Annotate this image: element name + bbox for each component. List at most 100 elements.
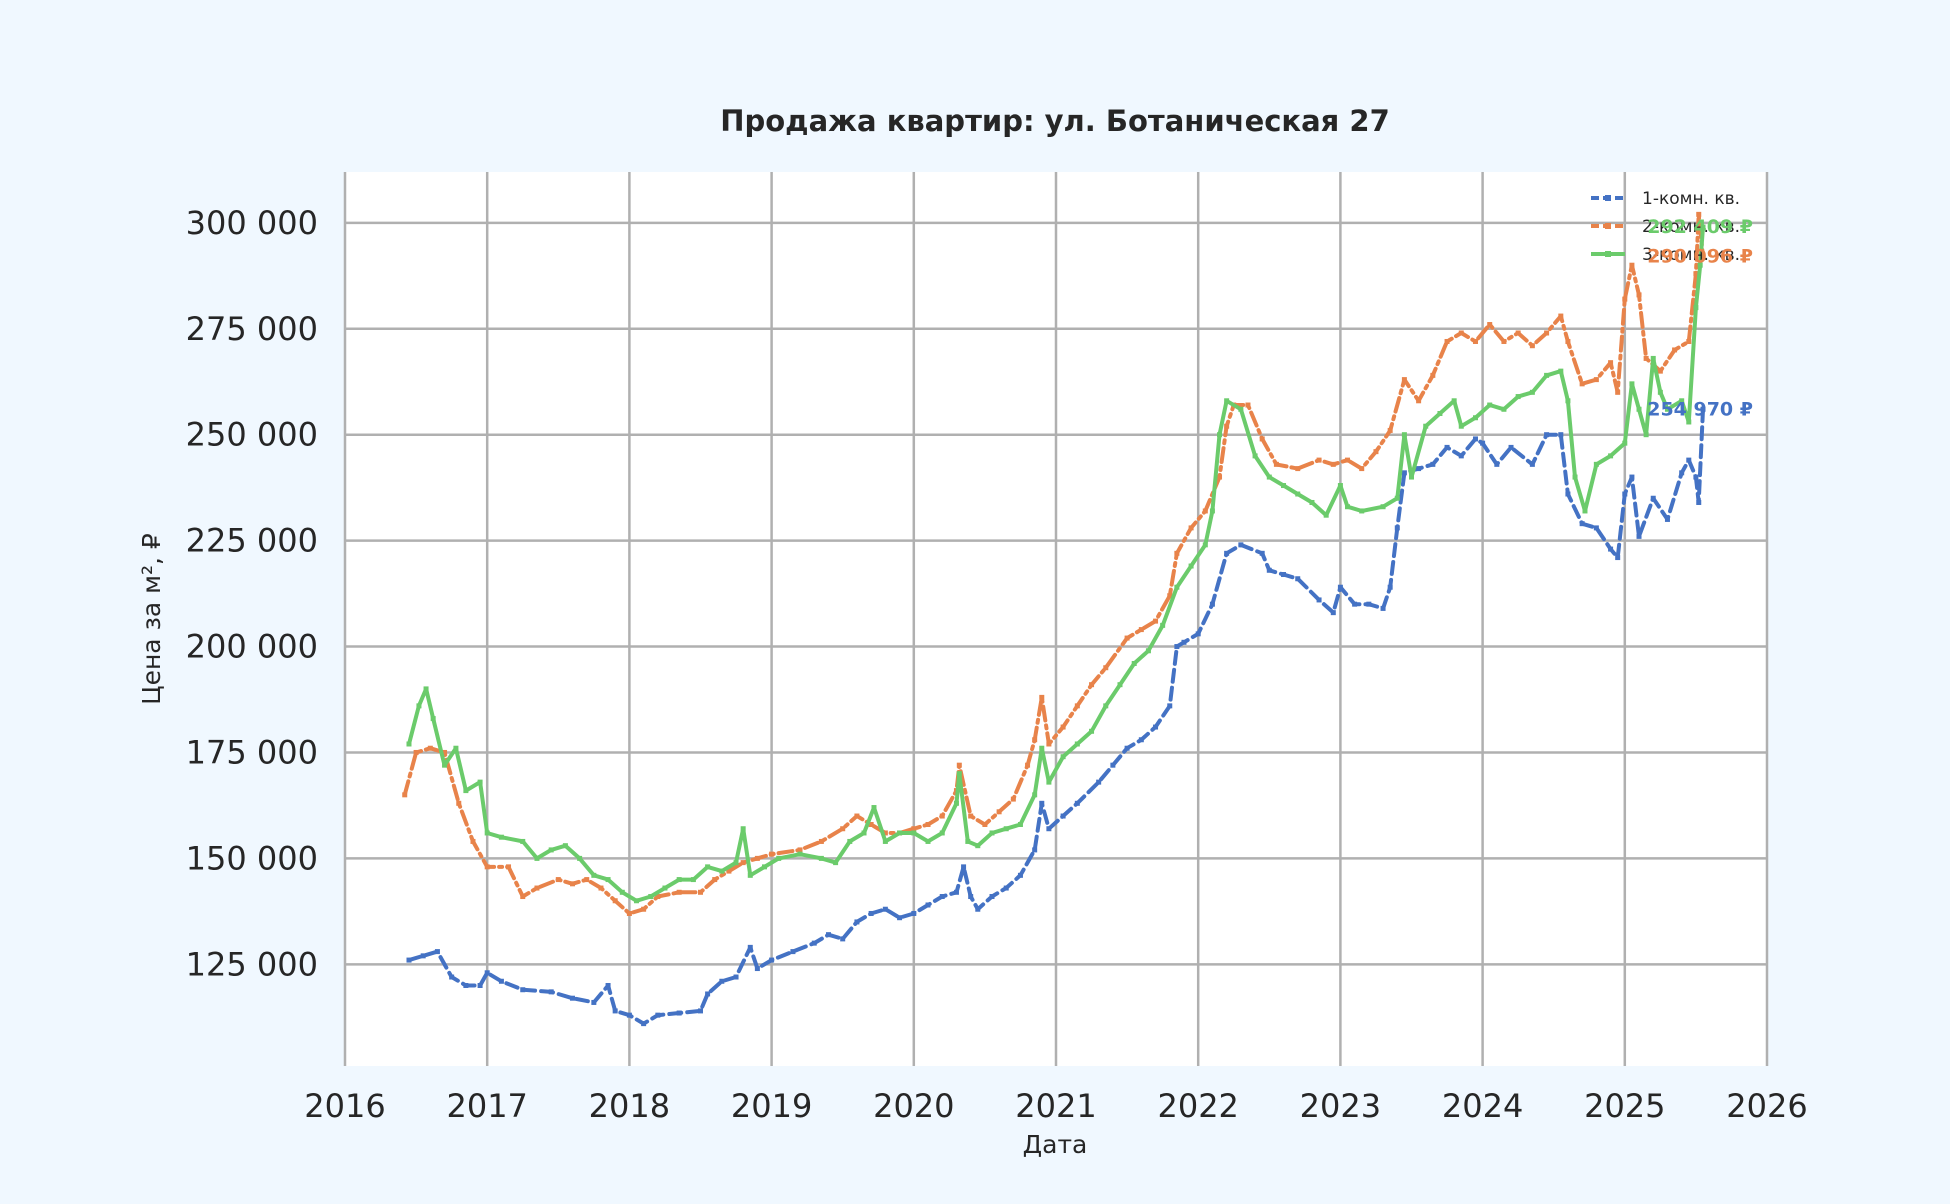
- data-point: [1636, 292, 1642, 298]
- data-point: [925, 821, 931, 827]
- data-point: [968, 894, 974, 900]
- data-point: [416, 703, 422, 709]
- y-tick-label: 275 000: [186, 310, 318, 348]
- data-point: [1430, 372, 1436, 378]
- data-point: [818, 838, 824, 844]
- data-point: [1046, 826, 1052, 832]
- data-point: [1664, 406, 1670, 412]
- data-point: [868, 910, 874, 916]
- data-point: [1366, 601, 1372, 607]
- data-point: [1295, 491, 1301, 497]
- chart-title: Продажа квартир: ул. Ботаническая 27: [720, 104, 1390, 138]
- y-axis-label: Цена за м², ₽: [137, 533, 166, 705]
- data-point: [1039, 800, 1045, 806]
- data-point: [882, 830, 888, 836]
- data-point: [484, 864, 490, 870]
- legend-label: 2-комн. кв.: [1642, 217, 1740, 237]
- data-point: [769, 851, 775, 857]
- data-point: [1472, 338, 1478, 344]
- data-point: [1181, 639, 1187, 645]
- y-tick-labels: 125 000 150 000 175 000 200 000 225 000 250 0…: [186, 204, 318, 983]
- data-point: [1224, 398, 1230, 404]
- data-point: [1202, 542, 1208, 548]
- data-point: [1060, 724, 1066, 730]
- data-point: [1615, 389, 1621, 395]
- data-point: [1174, 550, 1180, 556]
- data-point: [1437, 411, 1443, 417]
- data-point: [1650, 495, 1656, 501]
- data-point: [1188, 525, 1194, 531]
- legend-marker: [1605, 223, 1611, 229]
- data-point: [911, 826, 917, 832]
- data-point: [882, 838, 888, 844]
- data-point: [1153, 724, 1159, 730]
- data-point: [925, 838, 931, 844]
- x-tick-label: 2025: [1584, 1087, 1665, 1125]
- data-point: [1103, 665, 1109, 671]
- data-point: [605, 877, 611, 883]
- data-point: [434, 949, 440, 955]
- data-point: [420, 953, 426, 959]
- y-tick-label: 125 000: [186, 945, 318, 983]
- data-point: [712, 877, 718, 883]
- data-point: [1060, 813, 1066, 819]
- data-point: [406, 957, 412, 963]
- data-point: [1337, 584, 1343, 590]
- data-point: [698, 1008, 703, 1014]
- data-point: [463, 982, 469, 988]
- data-point: [1444, 338, 1450, 344]
- data-point: [1693, 305, 1699, 311]
- data-point: [719, 978, 725, 984]
- data-point: [1117, 682, 1123, 688]
- data-point: [570, 995, 576, 1001]
- data-point: [626, 910, 632, 916]
- data-point: [1664, 516, 1670, 522]
- data-point: [1003, 885, 1009, 891]
- grid-vertical: [343, 172, 1769, 1066]
- data-point: [605, 982, 611, 988]
- data-point: [1074, 741, 1080, 747]
- data-point: [442, 749, 448, 755]
- data-point: [676, 1010, 682, 1016]
- data-point: [1487, 322, 1493, 328]
- y-tick-label: 300 000: [186, 204, 318, 242]
- y-tick-label: 150 000: [186, 839, 318, 877]
- data-point: [1032, 737, 1038, 743]
- y-tick-label: 175 000: [186, 733, 318, 771]
- data-point: [1153, 618, 1159, 624]
- data-point: [1209, 601, 1215, 607]
- data-point: [477, 982, 483, 988]
- data-point: [498, 834, 504, 840]
- data-point: [1145, 648, 1151, 654]
- data-point: [868, 821, 874, 827]
- data-point: [811, 940, 817, 946]
- data-point: [506, 864, 512, 870]
- data-point: [662, 885, 668, 891]
- data-point: [1259, 550, 1265, 556]
- data-point: [484, 970, 490, 976]
- data-point: [1693, 271, 1699, 277]
- data-point: [1636, 406, 1642, 412]
- data-point: [1074, 703, 1080, 709]
- data-point: [1401, 377, 1407, 383]
- legend: 1-комн. кв. 2-комн. кв. 3-комн. кв.: [1591, 189, 1740, 265]
- data-point: [1373, 449, 1379, 455]
- data-point: [1529, 343, 1535, 349]
- data-point: [427, 745, 433, 751]
- data-point: [1458, 453, 1464, 459]
- data-point: [655, 1012, 661, 1018]
- data-point: [1174, 644, 1180, 650]
- data-point: [1697, 262, 1703, 268]
- data-point: [1124, 745, 1130, 751]
- data-point: [1401, 432, 1407, 438]
- data-point: [591, 999, 597, 1005]
- data-point: [1696, 499, 1702, 505]
- data-point: [1096, 779, 1102, 785]
- data-point: [1515, 394, 1521, 400]
- data-point: [790, 949, 796, 955]
- data-point: [705, 864, 711, 870]
- data-point: [1501, 338, 1507, 344]
- data-point: [1650, 355, 1656, 361]
